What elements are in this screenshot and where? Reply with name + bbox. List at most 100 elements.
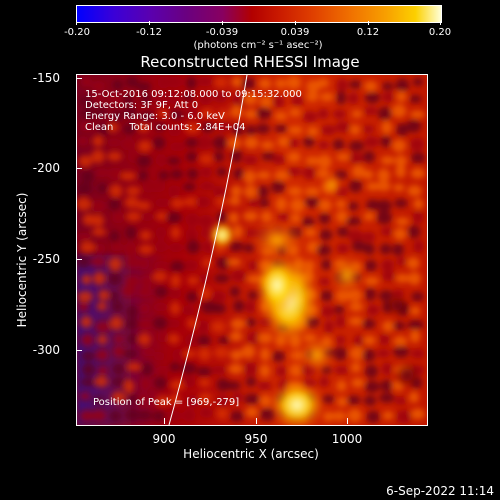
mottle-spot — [151, 179, 166, 193]
mottle-spot — [195, 196, 211, 208]
mottle-spot — [406, 257, 420, 270]
mottle-spot — [125, 408, 140, 422]
mottle-spot — [246, 331, 262, 345]
mottle-spot — [259, 364, 271, 378]
mottle-spot — [78, 155, 93, 168]
mottle-spot — [137, 392, 150, 405]
mottle-spot — [217, 109, 230, 120]
mottle-spot — [391, 104, 407, 119]
mottle-spot — [287, 151, 301, 163]
mottle-spot — [332, 411, 347, 421]
colorbar-tick — [368, 21, 369, 25]
mottle-spot — [215, 196, 228, 206]
x-tick-label: 950 — [244, 432, 268, 446]
mottle-spot — [79, 392, 91, 401]
x-tick — [256, 418, 257, 424]
colorbar-tick-label: 0.12 — [356, 27, 380, 38]
mottle-spot — [336, 396, 348, 407]
mottle-spot — [361, 318, 376, 329]
mottle-spot — [396, 257, 407, 266]
mottle-spot — [393, 227, 407, 241]
mottle-spot — [345, 216, 362, 226]
mottle-spot — [362, 169, 374, 180]
mottle-spot — [98, 123, 110, 136]
mottle-spot — [410, 349, 425, 359]
mottle-spot — [304, 187, 321, 196]
colorbar-unit: (photons cm⁻² s⁻¹ asec⁻²) — [193, 40, 323, 51]
mottle-spot — [214, 273, 230, 283]
mottle-spot — [210, 320, 226, 333]
mottle-spot — [364, 380, 380, 393]
y-tick-label: -300 — [32, 343, 60, 357]
mottle-spot — [213, 185, 226, 199]
mottle-spot — [392, 139, 407, 153]
mottle-spot — [90, 255, 107, 267]
mottle-spot — [170, 393, 181, 405]
mottle-spot — [275, 197, 287, 211]
mottle-spot — [322, 394, 335, 404]
mottle-spot — [197, 347, 211, 361]
mottle-spot — [230, 185, 242, 197]
mottle-spot — [380, 135, 392, 148]
mottle-spot — [335, 314, 346, 329]
mottle-spot — [141, 275, 152, 289]
mottle-spot — [257, 381, 272, 391]
mottle-spot — [185, 76, 197, 90]
x-tick — [164, 418, 165, 424]
detectors-text: Detectors: 3F 9F, Att 0 — [85, 100, 199, 111]
mottle-spot — [212, 90, 229, 103]
mottle-spot — [363, 395, 377, 406]
mottle-spot — [90, 199, 106, 213]
mottle-spot — [348, 80, 362, 89]
mottle-spot — [77, 290, 93, 303]
mottle-spot — [392, 321, 406, 331]
mottle-spot — [318, 140, 330, 150]
mottle-spot — [152, 316, 169, 330]
mottle-spot — [126, 362, 142, 372]
mottle-spot — [124, 196, 140, 209]
mottle-spot — [166, 156, 181, 165]
mottle-spot — [244, 109, 258, 120]
mottle-spot — [410, 408, 426, 420]
mottle-spot — [319, 229, 333, 241]
mottle-spot — [200, 122, 215, 133]
mottle-spot — [288, 138, 300, 148]
mottle-spot — [411, 291, 424, 302]
mottle-spot — [381, 271, 396, 282]
mottle-spot — [80, 377, 96, 387]
mottle-spot — [107, 151, 122, 162]
mottle-spot — [77, 301, 90, 313]
mottle-spot — [227, 137, 242, 149]
mottle-spot — [231, 76, 243, 88]
mottle-spot — [256, 171, 271, 180]
mottle-spot — [169, 362, 181, 372]
mottle-spot — [138, 170, 149, 182]
mottle-spot — [168, 185, 180, 199]
mottle-spot — [170, 198, 185, 209]
mottle-spot — [140, 212, 155, 222]
mottle-spot — [348, 179, 363, 193]
mottle-spot — [378, 393, 395, 403]
mottle-spot — [306, 90, 319, 102]
mottle-spot — [336, 153, 351, 162]
colorbar-tick — [76, 21, 77, 25]
mottle-spot — [317, 78, 330, 88]
mottle-spot — [152, 271, 168, 282]
mottle-spot — [229, 286, 241, 298]
mottle-spot — [155, 198, 171, 208]
mottle-spot — [377, 168, 391, 183]
mottle-spot — [243, 136, 259, 150]
image-title: Reconstructed RHESSI Image — [140, 53, 360, 71]
mottle-spot — [126, 186, 141, 196]
mottle-spot — [170, 273, 182, 288]
mottle-spot — [350, 362, 362, 373]
mottle-spot — [233, 168, 245, 180]
rhessi-image: 15-Oct-2016 09:12:08.000 to 09:15:32.000… — [76, 74, 428, 426]
mottle-spot — [124, 242, 137, 257]
mottle-spot — [347, 201, 359, 211]
mottle-spot — [200, 108, 215, 118]
mottle-spot — [259, 394, 272, 408]
mottle-spot — [155, 153, 167, 167]
mottle-spot — [169, 301, 181, 315]
mottle-spot — [182, 93, 195, 102]
